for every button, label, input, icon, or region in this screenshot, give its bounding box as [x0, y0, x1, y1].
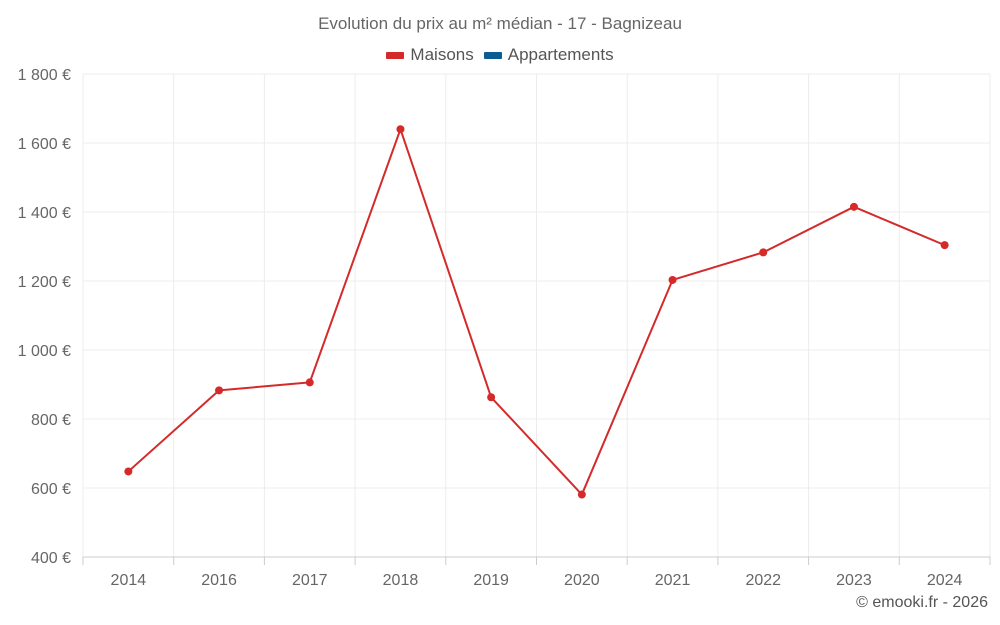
legend-swatch-maisons [386, 51, 405, 59]
x-tick-label: 2024 [927, 572, 963, 589]
data-point [759, 248, 768, 257]
series-line-maisons [127, 128, 946, 496]
data-point [396, 125, 405, 134]
x-tick-label: 2017 [292, 572, 328, 589]
legend-swatch-appartements [483, 51, 502, 59]
y-tick-label: 1 200 € [18, 274, 71, 291]
data-point [305, 378, 314, 387]
data-point [215, 386, 224, 395]
legend-item-maisons[interactable]: Maisons [386, 45, 474, 65]
y-tick-label: 1 400 € [18, 205, 71, 222]
chart-title: Evolution du prix au m² médian - 17 - Ba… [318, 14, 682, 33]
data-point [577, 490, 586, 499]
series [124, 125, 949, 499]
data-point [940, 241, 949, 250]
y-tick-label: 600 € [31, 481, 71, 498]
data-point [487, 393, 496, 402]
data-point [124, 467, 133, 476]
legend-label-maisons: Maisons [410, 45, 474, 64]
data-point [668, 275, 677, 284]
grid [82, 73, 991, 558]
x-tick-label: 2020 [564, 572, 600, 589]
x-tick-label: 2022 [745, 572, 781, 589]
x-tick-label: 2023 [836, 572, 872, 589]
x-tick-label: 2018 [383, 572, 419, 589]
data-point [849, 202, 858, 211]
y-tick-label: 1 000 € [18, 343, 71, 360]
y-tick-label: 400 € [31, 550, 71, 567]
credit-text: © emooki.fr - 2026 [856, 594, 988, 611]
legend-label-appartements: Appartements [507, 45, 614, 64]
x-tick-label: 2014 [111, 572, 147, 589]
y-tick-label: 800 € [31, 412, 71, 429]
y-tick-label: 1 800 € [18, 67, 71, 84]
y-tick-label: 1 600 € [18, 136, 71, 153]
axes: 400 € 600 € 800 € 1 000 € 1 200 € 1 400 € 1 60… [18, 67, 991, 589]
x-tick-label: 2016 [201, 572, 237, 589]
x-tick-label: 2019 [473, 572, 509, 589]
x-tick-label: 2021 [655, 572, 691, 589]
chart-legend: Maisons Appartements [0, 45, 1000, 65]
legend-item-appartements[interactable]: Appartements [483, 45, 614, 65]
